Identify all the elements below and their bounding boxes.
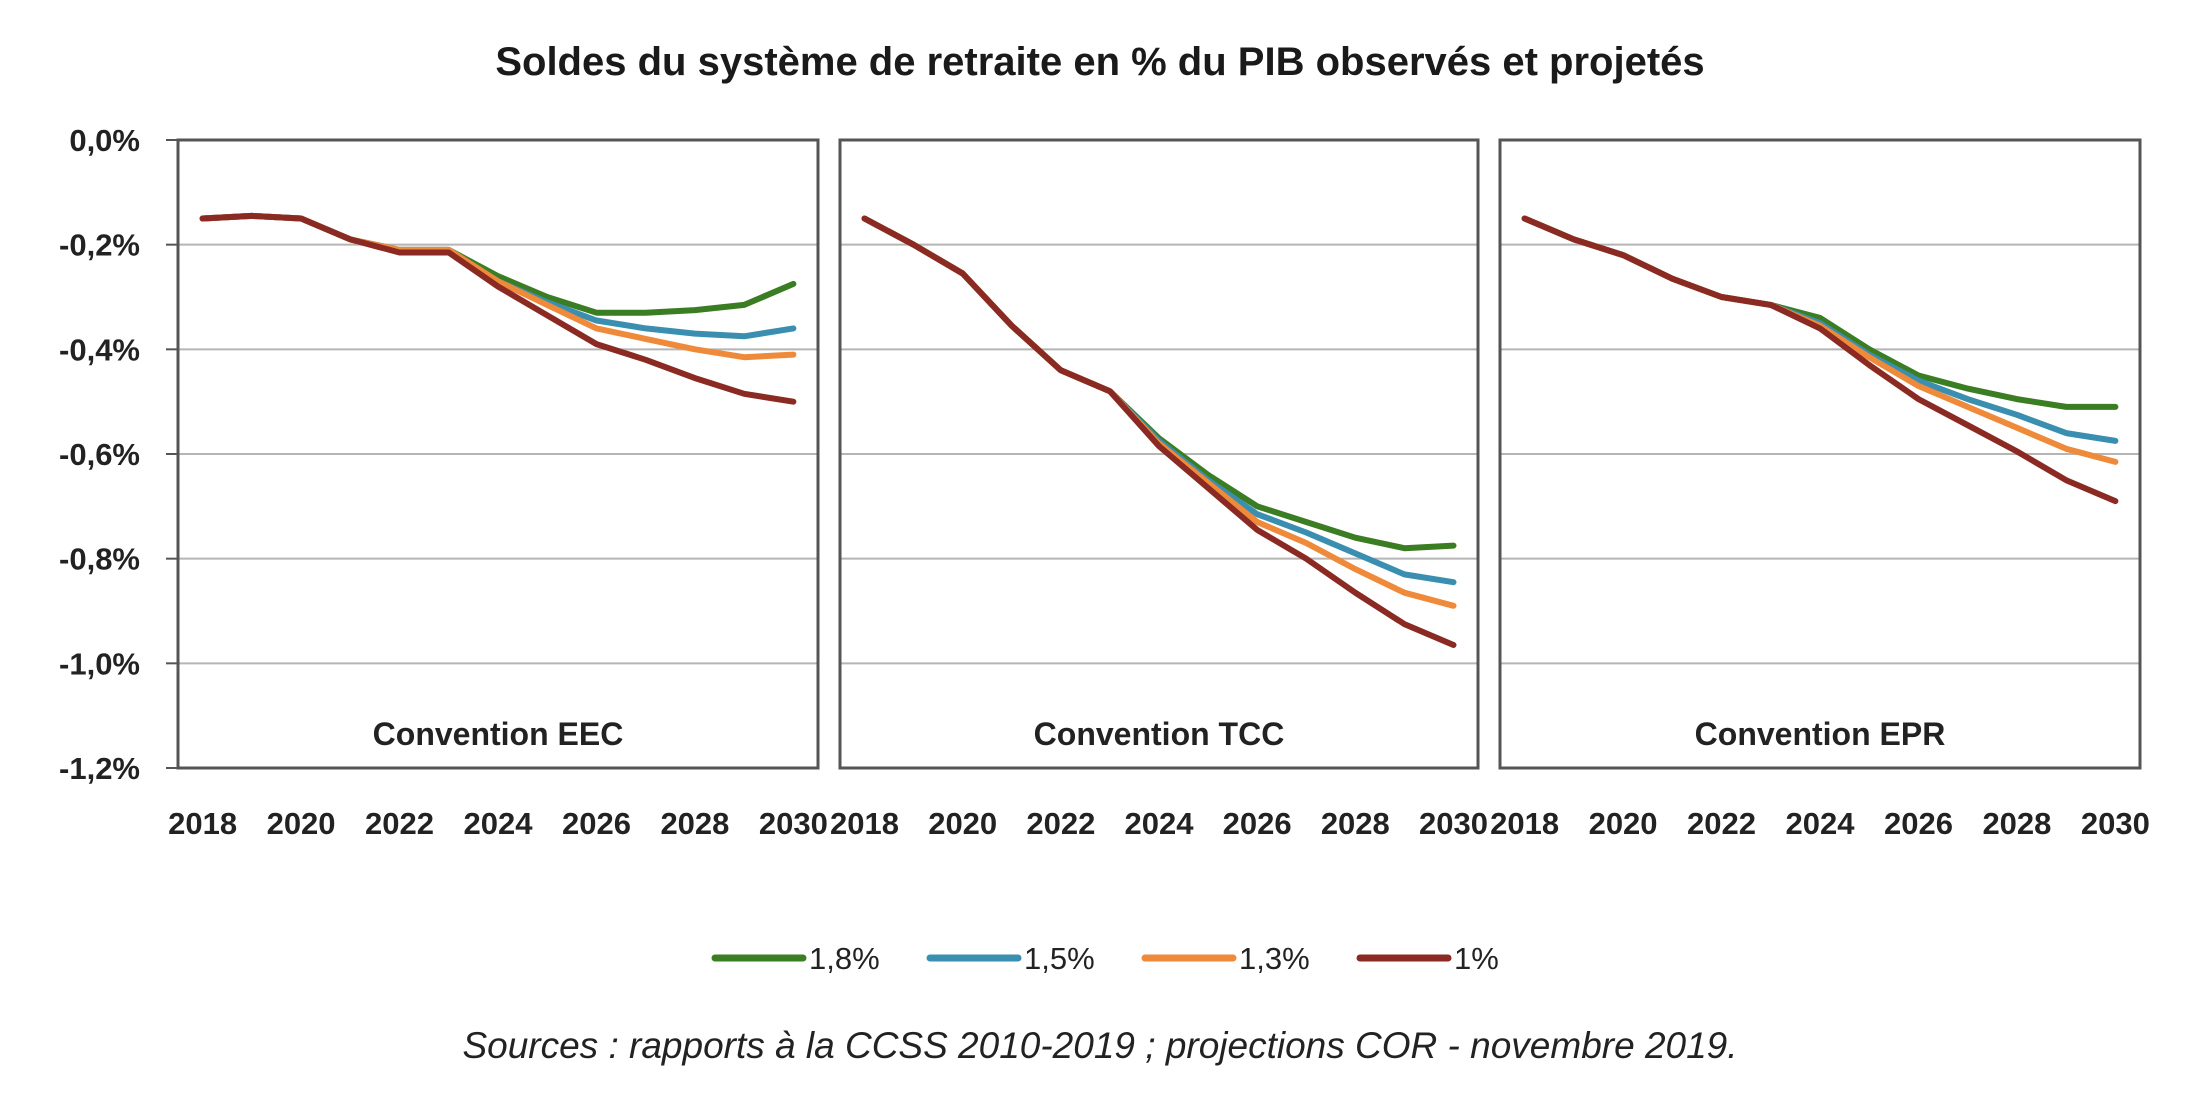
x-tick-label: 2024 bbox=[464, 806, 534, 841]
x-tick-label: 2020 bbox=[1589, 806, 1658, 841]
legend-label: 1,5% bbox=[1024, 941, 1095, 976]
y-tick-label: -0,8% bbox=[59, 542, 140, 577]
y-tick-label: -0,4% bbox=[59, 332, 140, 367]
series-line bbox=[199, 212, 797, 405]
panel-frame bbox=[176, 138, 820, 770]
x-tick-label: 2020 bbox=[267, 806, 336, 841]
panel-label: Convention EPR bbox=[1695, 716, 1946, 752]
x-tick-label: 2030 bbox=[2081, 806, 2150, 841]
source-note: Sources : rapports à la CCSS 2010-2019 ;… bbox=[462, 1025, 1737, 1066]
x-tick-label: 2028 bbox=[660, 806, 729, 841]
legend-label: 1,3% bbox=[1239, 941, 1310, 976]
y-axis: 0,0% -0,2% -0,4% -0,6% -0,8% -1,0% -1,2% bbox=[59, 123, 178, 786]
series-line bbox=[1521, 215, 2119, 410]
legend-item: 1,8% bbox=[711, 941, 880, 976]
x-tick-label: 2022 bbox=[1687, 806, 1756, 841]
x-tick-label: 2028 bbox=[1982, 806, 2051, 841]
panel-1: Convention EEC bbox=[176, 138, 820, 770]
series-line bbox=[861, 215, 1457, 609]
series-line bbox=[199, 212, 797, 316]
x-tick-label: 2030 bbox=[759, 806, 828, 841]
x-tick-label: 2020 bbox=[928, 806, 997, 841]
legend-label: 1,8% bbox=[809, 941, 880, 976]
x-tick-label: 2018 bbox=[1490, 806, 1559, 841]
panel-3: Convention EPR bbox=[1498, 138, 2142, 770]
x-tick-label: 2022 bbox=[1026, 806, 1095, 841]
chart-title: Soldes du système de retraite en % du PI… bbox=[495, 40, 1704, 84]
chart-panels: Convention EEC Convention TCC Convention E… bbox=[176, 138, 2142, 770]
x-tick-label: 2022 bbox=[365, 806, 434, 841]
series-line bbox=[1521, 215, 2119, 505]
x-axis: 2018 2020 2022 2024 2026 2028 2030 2018 2020 2022… bbox=[168, 806, 2150, 841]
legend-label: 1% bbox=[1454, 941, 1499, 976]
x-tick-label: 2024 bbox=[1786, 806, 1856, 841]
x-tick-label: 2018 bbox=[168, 806, 237, 841]
x-tick-label: 2030 bbox=[1419, 806, 1488, 841]
panel-frame bbox=[838, 138, 1480, 770]
legend: 1,8% 1,5% 1,3% 1% bbox=[711, 941, 1499, 976]
y-tick-label: 0,0% bbox=[69, 123, 140, 158]
panel-frame bbox=[1498, 138, 2142, 770]
y-tick-label: -1,0% bbox=[59, 646, 140, 681]
series-line bbox=[861, 215, 1457, 648]
x-tick-label: 2024 bbox=[1125, 806, 1195, 841]
panel-2: Convention TCC bbox=[838, 138, 1480, 770]
x-tick-label: 2026 bbox=[562, 806, 631, 841]
legend-item: 1,5% bbox=[926, 941, 1095, 976]
x-tick-label: 2028 bbox=[1321, 806, 1390, 841]
legend-item: 1% bbox=[1356, 941, 1499, 976]
panel-label: Convention TCC bbox=[1034, 716, 1285, 752]
y-tick-label: -0,2% bbox=[59, 228, 140, 263]
series-line bbox=[861, 215, 1457, 586]
x-tick-label: 2026 bbox=[1223, 806, 1292, 841]
legend-item: 1,3% bbox=[1141, 941, 1310, 976]
y-tick-label: -0,6% bbox=[59, 437, 140, 472]
y-tick-label: -1,2% bbox=[59, 751, 140, 786]
panel-label: Convention EEC bbox=[373, 716, 624, 752]
x-tick-label: 2018 bbox=[830, 806, 899, 841]
x-tick-label: 2026 bbox=[1884, 806, 1953, 841]
